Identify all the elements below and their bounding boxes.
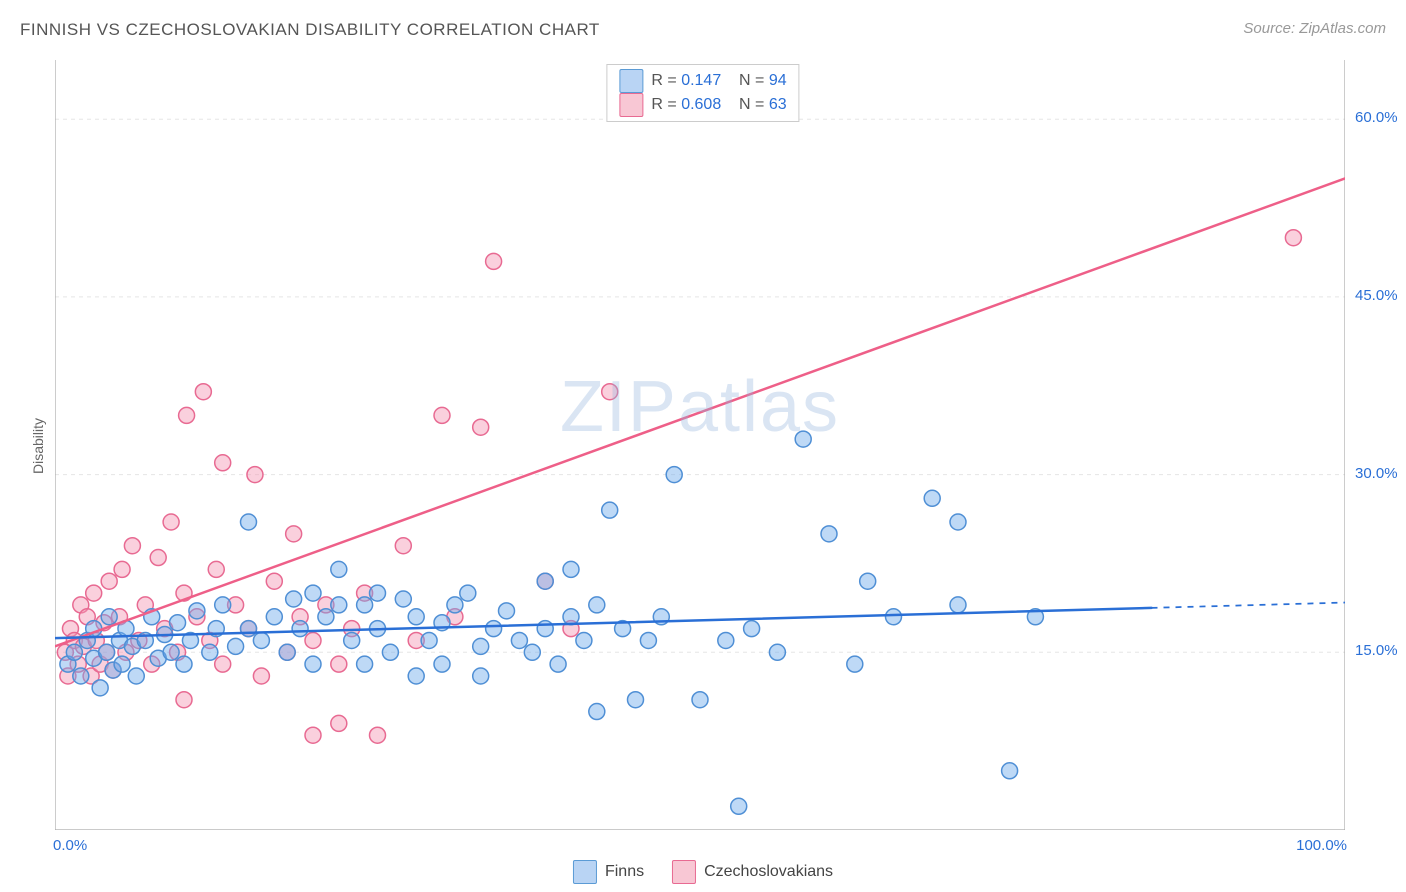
series-legend: Finns Czechoslovakians [573, 860, 833, 884]
scatter-chart: ZIPatlas 0.0% 100.0% [55, 60, 1345, 830]
y-axis-tick-label: 30.0% [1355, 465, 1398, 482]
swatch-blue-icon [573, 860, 597, 884]
legend-item-czech: Czechoslovakians [672, 860, 833, 884]
legend-label: Czechoslovakians [704, 863, 833, 881]
source-name: ZipAtlas.com [1299, 20, 1386, 37]
plot-svg [55, 60, 1345, 830]
swatch-pink-icon [672, 860, 696, 884]
x-axis-min-label: 0.0% [53, 837, 87, 854]
swatch-pink-icon [619, 93, 643, 117]
n-value: 94 [769, 72, 787, 89]
correlation-row-czech: R = 0.608 N = 63 [619, 93, 786, 117]
y-axis-tick-label: 60.0% [1355, 109, 1398, 126]
r-label: R = [651, 72, 681, 89]
chart-title: FINNISH VS CZECHOSLOVAKIAN DISABILITY CO… [20, 20, 600, 39]
legend-label: Finns [605, 863, 644, 881]
correlation-legend: R = 0.147 N = 94 R = 0.608 N = 63 [606, 64, 799, 122]
y-axis-label: Disability [30, 418, 46, 474]
source-credit: Source: ZipAtlas.com [1243, 20, 1386, 37]
n-value: 63 [769, 96, 787, 113]
swatch-blue-icon [619, 69, 643, 93]
r-value: 0.147 [681, 72, 721, 89]
n-label: N = [739, 72, 769, 89]
r-value: 0.608 [681, 96, 721, 113]
n-label: N = [739, 96, 769, 113]
x-axis-max-label: 100.0% [1296, 837, 1347, 854]
source-prefix: Source: [1243, 20, 1299, 37]
y-axis-tick-label: 45.0% [1355, 287, 1398, 304]
r-label: R = [651, 96, 681, 113]
legend-item-finns: Finns [573, 860, 644, 884]
y-axis-tick-label: 15.0% [1355, 642, 1398, 659]
correlation-row-finns: R = 0.147 N = 94 [619, 69, 786, 93]
